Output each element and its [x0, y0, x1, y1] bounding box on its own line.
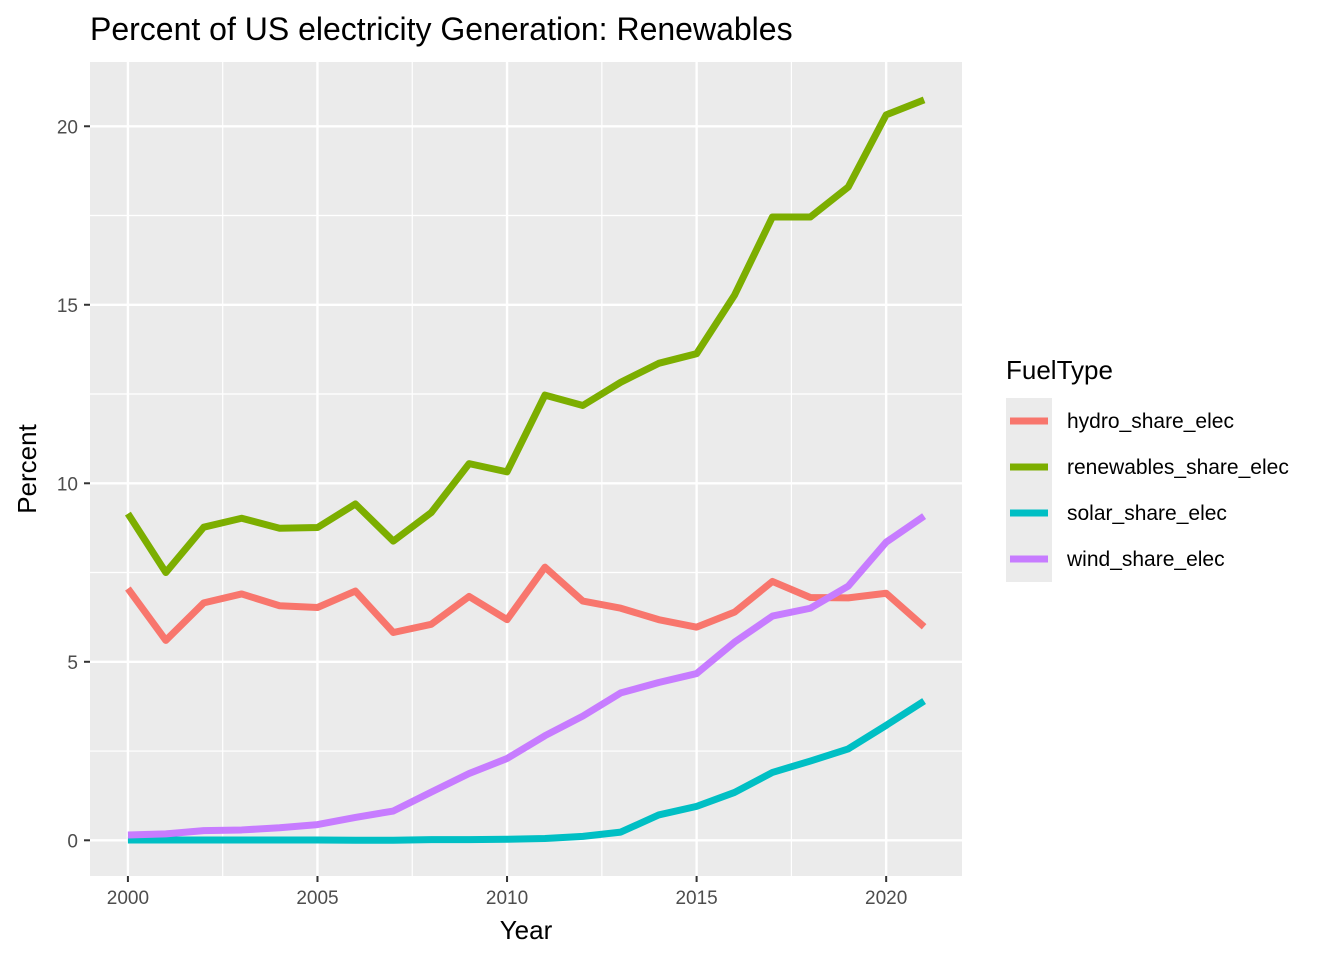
x-tick-label: 2010 [486, 888, 528, 909]
y-tick-label: 10 [57, 474, 78, 495]
x-axis-title: Year [500, 915, 553, 945]
y-tick-label: 20 [57, 117, 78, 138]
x-tick-label: 2020 [865, 888, 907, 909]
x-tick-label: 2005 [296, 888, 338, 909]
y-axis: 0 5 10 15 20 [57, 117, 90, 852]
plot-panel [90, 62, 962, 876]
x-tick-label: 2015 [675, 888, 717, 909]
legend-label-wind_share_elec: wind_share_elec [1066, 548, 1225, 571]
series-line-solar_share_elec [127, 698, 926, 844]
legend-label-solar_share_elec: solar_share_elec [1067, 502, 1227, 525]
x-tick-label: 2000 [107, 888, 149, 909]
chart-title: Percent of US electricity Generation: Re… [90, 11, 793, 47]
series-line-renewables_share_elec [124, 96, 926, 577]
series-line-hydro_share_elec [125, 563, 927, 644]
legend-label-renewables_share_elec: renewables_share_elec [1067, 456, 1289, 479]
legend: FuelType hydro_share_elec renewables_shar… [1006, 355, 1289, 582]
x-axis: 2000 2005 2010 2015 2020 [107, 876, 907, 909]
series-lines [124, 96, 927, 844]
y-tick-label: 15 [57, 296, 78, 317]
minor-gridlines [90, 62, 962, 876]
legend-label-hydro_share_elec: hydro_share_elec [1067, 410, 1234, 433]
y-tick-label: 5 [67, 653, 78, 674]
legend-title: FuelType [1006, 355, 1113, 385]
y-tick-label: 0 [67, 831, 78, 852]
y-axis-title: Percent [12, 423, 42, 513]
series-line-wind_share_elec [127, 513, 927, 839]
